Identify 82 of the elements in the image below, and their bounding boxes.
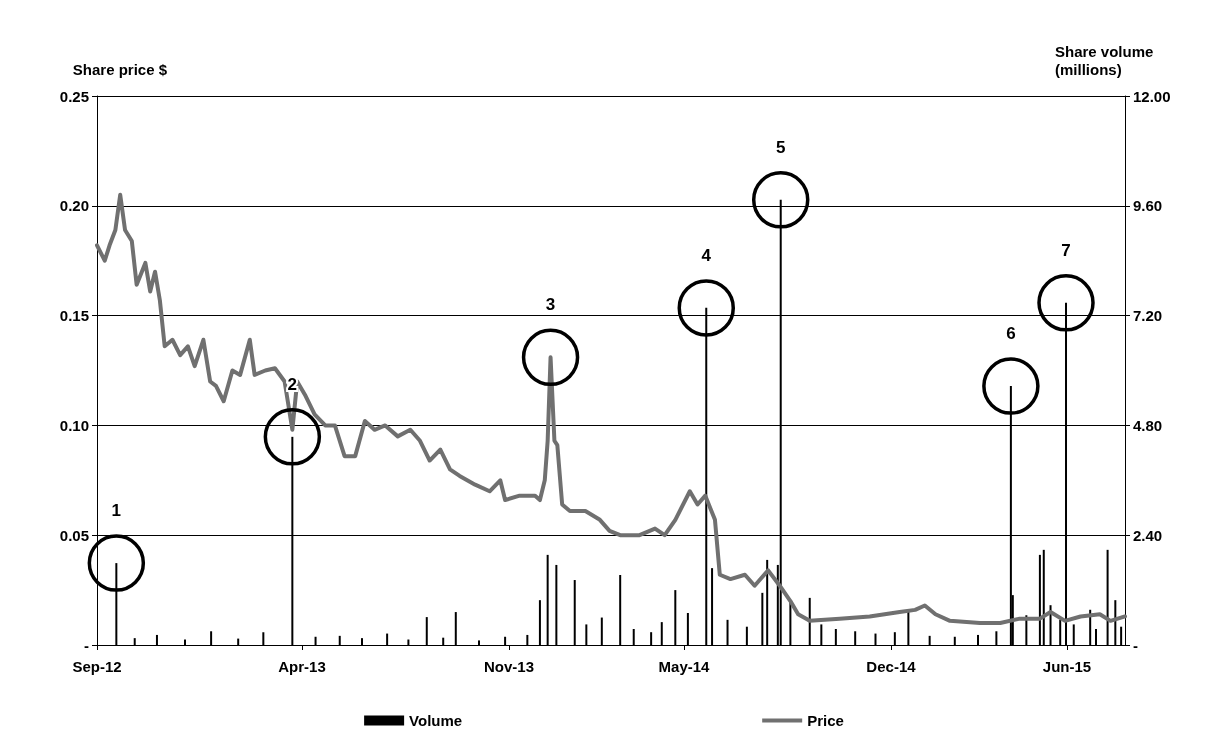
bar [854, 631, 857, 645]
x-tick-label: Nov-13 [483, 658, 534, 675]
y-tick-label: 0.05 [59, 526, 89, 544]
bar [115, 563, 118, 645]
x-tick-label: Sep-12 [72, 658, 122, 675]
bar [928, 635, 931, 645]
bar [262, 632, 265, 645]
y-tick-label: - [84, 636, 89, 654]
bar [674, 590, 677, 645]
bar [538, 600, 541, 645]
x-tick-label: May-14 [658, 658, 711, 675]
annotation: 6 [1006, 324, 1016, 344]
bar [407, 639, 410, 645]
bar [711, 568, 714, 645]
x-tick-label: Jun-15 [1042, 658, 1092, 675]
bar [454, 612, 457, 645]
annotation: 1 [111, 501, 122, 521]
bar [660, 622, 663, 645]
bar [761, 592, 764, 645]
bar [1042, 549, 1045, 645]
bar [766, 559, 769, 645]
legend-label: Price [807, 712, 844, 729]
bar [155, 634, 158, 645]
annotation: 4 [701, 245, 712, 265]
y2-tick-label: 4.80 [1133, 416, 1163, 434]
y2-tick-label: - [1133, 636, 1138, 654]
bar [573, 580, 576, 645]
bar [1059, 619, 1062, 645]
bar [726, 619, 729, 645]
bar [650, 632, 653, 645]
bar [555, 564, 558, 645]
bar [632, 628, 635, 645]
bar [953, 636, 956, 645]
bar [526, 634, 529, 645]
bar [1106, 549, 1109, 645]
bar [977, 634, 979, 645]
y-tick-label: 0.25 [59, 87, 89, 105]
bar [1120, 626, 1123, 645]
bar [314, 636, 317, 645]
bar [619, 575, 622, 645]
bar [210, 631, 213, 645]
y2-tick-label: 9.60 [1133, 197, 1163, 215]
bar [442, 637, 445, 645]
annotation: 3 [545, 295, 556, 315]
y2-axis-title: Share volume (millions) [1055, 42, 1154, 78]
x-tick-label: Apr-13 [278, 658, 326, 675]
y2-tick-label: 7.20 [1133, 307, 1163, 325]
line-series [95, 192, 1127, 626]
bar [585, 624, 588, 645]
bar [834, 628, 837, 645]
bar [1038, 554, 1041, 645]
bar [745, 626, 748, 645]
y2-tick-label: 12.00 [1133, 87, 1171, 105]
bar [820, 624, 823, 645]
legend-label: Volume [409, 712, 463, 729]
bar [386, 633, 389, 645]
x-tick-label: Dec-14 [866, 658, 917, 675]
bar [893, 632, 896, 645]
bar [237, 638, 240, 645]
y-tick-label: 0.20 [59, 197, 89, 215]
bar [874, 633, 877, 645]
y-tick-label: 0.15 [59, 307, 89, 325]
bar [133, 638, 136, 645]
bar [1094, 628, 1097, 645]
bar [546, 554, 549, 645]
y2-tick-label: 2.40 [1133, 526, 1163, 544]
bar [184, 639, 186, 645]
bar [504, 636, 507, 645]
y-axis-title: Share price $ [72, 60, 168, 78]
y-tick-label: 0.10 [59, 416, 89, 434]
bar [1072, 624, 1075, 645]
annotation: 5 [775, 137, 786, 157]
bar [477, 640, 480, 645]
bar [995, 631, 998, 645]
bar [1114, 600, 1117, 645]
bar [600, 617, 603, 645]
bar [360, 638, 363, 645]
annotation: 7 [1061, 240, 1071, 260]
bar [338, 635, 341, 645]
bar [808, 597, 811, 645]
bar [425, 617, 428, 645]
bar [686, 612, 689, 645]
